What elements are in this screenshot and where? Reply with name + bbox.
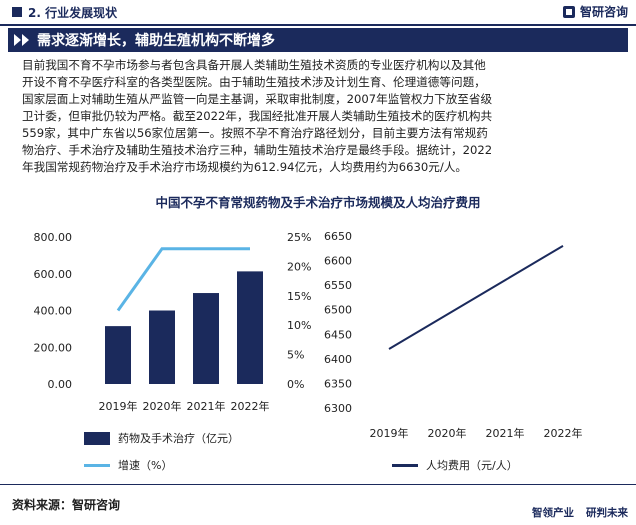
left-y-tick-label: 200.00 (34, 341, 73, 354)
paragraph-line: 开设不育不孕医疗科室的各类型医院。由于辅助生殖技术涉及计划生育、伦理道德等问题， (22, 75, 486, 89)
right-y-tick-label: 20% (287, 260, 311, 273)
left-y-tick-label: 600.00 (34, 268, 73, 281)
right-chart-y-tick-label: 6550 (324, 279, 352, 292)
paragraph-line: 国家层面上对辅助生殖从严监管一向是主基调，采取审批制度，2007年监管权力下放至… (22, 92, 493, 106)
brand-icon (562, 5, 575, 18)
x-tick-label: 2019年 (99, 399, 138, 413)
chevron-right-icon (22, 34, 29, 46)
left-y-tick-label: 0.00 (48, 378, 73, 391)
right-chart-y-tick-label: 6450 (324, 328, 352, 341)
footer-brand: 智领产业 研判未来 (532, 505, 628, 520)
right-y-tick-label: 5% (287, 349, 304, 362)
legend-bar: 药物及手术治疗（亿元） (84, 430, 239, 446)
x-tick-label: 2022年 (231, 399, 270, 413)
paragraph-line: 年我国常规药物治疗及手术治疗市场规模约为612.94亿元，人均费用约为6630元… (22, 160, 467, 174)
chart-title: 中国不孕不育常规药物及手术治疗市场规模及人均治疗费用 (155, 195, 481, 210)
chevron-right-icon (14, 34, 21, 46)
right-y-tick-label: 10% (287, 319, 311, 332)
left-y-tick-label: 800.00 (34, 231, 73, 244)
right-chart-y-tick-label: 6350 (324, 377, 352, 390)
right-chart-x-tick-label: 2021年 (486, 426, 525, 440)
paragraph-line: 物治疗、手术治疗及辅助生殖技术治疗三种，辅助生殖技术治疗是最终手段。据统计，20… (22, 143, 493, 157)
legend-bar-label: 药物及手术治疗（亿元） (118, 432, 239, 445)
x-tick-label: 2020年 (143, 399, 182, 413)
section-banner: 需求逐渐增长，辅助生殖机构不断增多 (8, 28, 628, 52)
right-y-tick-label: 15% (287, 290, 311, 303)
right-chart-y-tick-label: 6600 (324, 255, 352, 268)
right-y-tick-label: 0% (287, 378, 304, 391)
top-divider (0, 24, 636, 26)
section-title: 2. 行业发展现状 (28, 5, 118, 20)
legend-per-capita: 人均费用（元/人） (392, 457, 518, 473)
brand-name: 智研咨询 (579, 5, 628, 19)
bar (237, 271, 263, 384)
legend-per-capita-swatch (392, 463, 418, 467)
right-chart-y-tick-label: 6500 (324, 304, 352, 317)
banner-title: 需求逐渐增长，辅助生殖机构不断增多 (37, 33, 275, 49)
footer-brand-right: 研判未来 (586, 507, 628, 519)
left-y-tick-label: 400.00 (34, 305, 73, 318)
legend-growth: 增速（%） (84, 457, 172, 473)
brand-logo: 智研咨询 (562, 3, 628, 20)
right-chart-y-tick-label: 6650 (324, 230, 352, 243)
top-bar: 2. 行业发展现状 智研咨询 (0, 0, 636, 24)
legend-bar-swatch (84, 431, 110, 445)
right-chart-y-tick-label: 6400 (324, 353, 352, 366)
legend-per-capita-label: 人均费用（元/人） (426, 459, 518, 472)
x-tick-label: 2021年 (187, 399, 226, 413)
right-y-tick-label: 25% (287, 231, 311, 244)
per-capita-line (388, 244, 564, 350)
bar (105, 326, 131, 384)
bar (149, 310, 175, 384)
right-chart-x-tick-label: 2022年 (544, 426, 583, 440)
legend-growth-label: 增速（%） (118, 459, 173, 472)
bottom-divider (0, 484, 636, 485)
right-chart-x-tick-label: 2019年 (370, 426, 409, 440)
section-marker-icon (12, 7, 22, 17)
source-note: 资料来源：智研咨询 (12, 498, 121, 512)
legend-growth-swatch (84, 463, 110, 467)
footer-brand-left: 智领产业 (532, 507, 574, 519)
right-chart-x-tick-label: 2020年 (428, 426, 467, 440)
paragraph-line: 卫计委，但审批仍较为严格。截至2022年，我国经批准开展人类辅助生殖技术的医疗机… (22, 109, 493, 123)
right-chart-y-tick-label: 6300 (324, 402, 352, 415)
bar (193, 293, 219, 384)
growth-line (116, 247, 250, 312)
body-paragraph: 目前我国不育不孕市场参与者包含具备开展人类辅助生殖技术资质的专业医疗机构以及其他… (22, 57, 620, 176)
paragraph-line: 目前我国不育不孕市场参与者包含具备开展人类辅助生殖技术资质的专业医疗机构以及其他 (22, 58, 486, 72)
paragraph-line: 559家，其中广东省以56家位居第一。按照不孕不育治疗路径划分，目前主要方法有常… (22, 126, 488, 140)
